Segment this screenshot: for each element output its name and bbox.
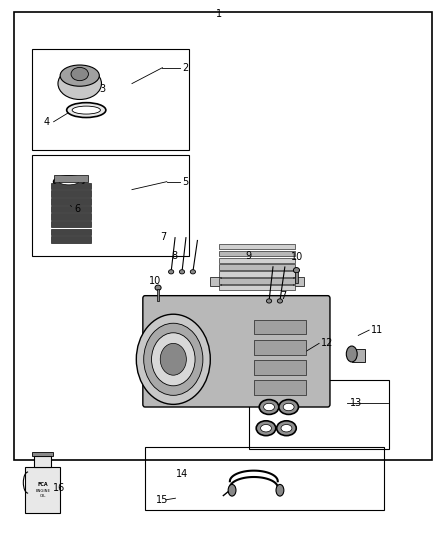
Text: 14: 14 — [176, 470, 188, 479]
Circle shape — [144, 323, 203, 395]
Text: 9: 9 — [245, 251, 251, 261]
Bar — [51, 229, 91, 235]
Ellipse shape — [60, 65, 99, 86]
Ellipse shape — [58, 68, 102, 100]
Ellipse shape — [59, 179, 79, 185]
Bar — [51, 198, 91, 205]
Ellipse shape — [228, 484, 236, 496]
Text: 3: 3 — [99, 84, 106, 94]
Ellipse shape — [259, 400, 279, 415]
Bar — [32, 49, 188, 150]
Bar — [254, 319, 306, 334]
Ellipse shape — [53, 176, 84, 188]
Text: 7: 7 — [160, 232, 166, 243]
Ellipse shape — [256, 421, 276, 435]
Text: 12: 12 — [321, 338, 334, 349]
Bar — [51, 183, 91, 189]
Bar — [14, 12, 432, 460]
FancyBboxPatch shape — [143, 296, 330, 407]
Ellipse shape — [346, 346, 357, 362]
Text: 8: 8 — [171, 251, 177, 261]
Bar — [25, 467, 60, 513]
Bar — [219, 257, 295, 263]
Text: 13: 13 — [350, 398, 362, 408]
Text: 4: 4 — [44, 117, 50, 127]
Bar — [219, 264, 295, 270]
Ellipse shape — [71, 67, 88, 80]
Bar — [352, 349, 365, 362]
Bar — [145, 447, 385, 511]
Ellipse shape — [72, 106, 100, 114]
Bar — [254, 380, 306, 395]
Ellipse shape — [190, 270, 195, 274]
Ellipse shape — [276, 484, 284, 496]
Bar — [51, 213, 91, 220]
Bar — [51, 190, 91, 197]
Bar — [250, 381, 389, 449]
Text: 5: 5 — [182, 176, 188, 187]
Text: 15: 15 — [156, 495, 168, 505]
Bar — [32, 452, 53, 456]
Bar — [34, 456, 51, 467]
Ellipse shape — [180, 270, 185, 274]
Bar — [254, 360, 306, 375]
Ellipse shape — [266, 299, 272, 303]
Bar — [219, 251, 295, 256]
Ellipse shape — [277, 299, 283, 303]
Text: 10: 10 — [291, 252, 303, 262]
Text: 11: 11 — [371, 325, 383, 335]
Ellipse shape — [261, 424, 272, 432]
Bar — [219, 285, 295, 290]
Text: FCA: FCA — [37, 482, 48, 488]
Bar — [219, 271, 295, 277]
Ellipse shape — [279, 400, 298, 415]
Bar — [210, 277, 221, 286]
Ellipse shape — [169, 270, 174, 274]
Bar — [51, 236, 91, 243]
Bar — [219, 278, 295, 284]
Ellipse shape — [155, 285, 161, 290]
Text: ENGINE
OIL: ENGINE OIL — [35, 489, 50, 498]
Bar — [293, 277, 304, 286]
Circle shape — [160, 343, 186, 375]
Ellipse shape — [283, 403, 294, 411]
Text: 16: 16 — [53, 483, 65, 493]
Bar — [157, 289, 159, 301]
Bar — [51, 221, 91, 228]
Circle shape — [136, 314, 210, 405]
Bar — [51, 206, 91, 212]
Ellipse shape — [281, 424, 292, 432]
Bar — [254, 340, 306, 354]
Bar — [219, 244, 295, 249]
Bar — [295, 272, 298, 284]
Ellipse shape — [293, 268, 300, 273]
Text: 1: 1 — [216, 10, 222, 19]
Text: 10: 10 — [148, 276, 161, 286]
Text: 2: 2 — [182, 63, 188, 72]
Ellipse shape — [67, 103, 106, 117]
Ellipse shape — [277, 421, 296, 435]
Bar — [53, 175, 88, 182]
Text: 7: 7 — [280, 290, 286, 301]
Bar — [32, 155, 188, 256]
Ellipse shape — [264, 403, 275, 411]
Circle shape — [152, 333, 195, 386]
Text: 6: 6 — [74, 204, 81, 214]
